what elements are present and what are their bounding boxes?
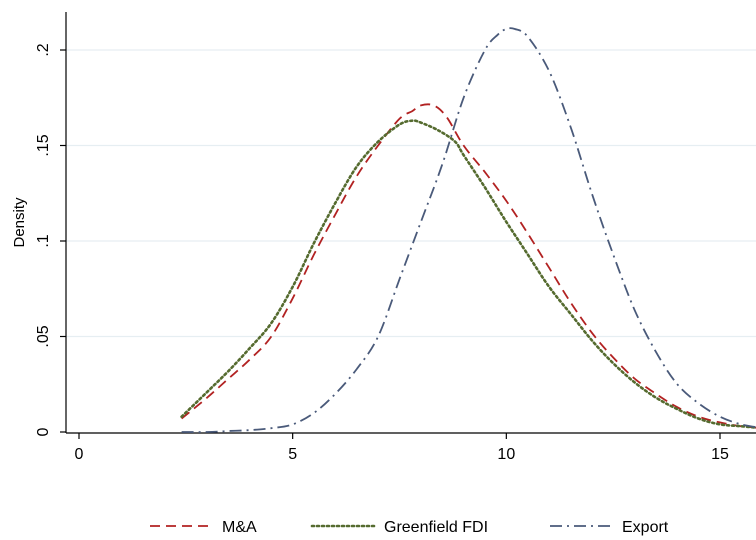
grid-lines <box>66 49 756 338</box>
legend-item: M&A <box>150 519 257 536</box>
legend-label: Export <box>622 519 669 536</box>
legend-label: Greenfield FDI <box>384 519 488 536</box>
x-tick-label: 10 <box>497 446 515 463</box>
series-lines <box>180 27 756 433</box>
y-tick-label: .05 <box>35 325 52 347</box>
series-line <box>181 27 756 433</box>
y-tick-label: .1 <box>35 234 52 247</box>
legend-label: M&A <box>222 519 257 536</box>
legend-item: Greenfield FDI <box>310 519 488 536</box>
axis-ticks: 0 .05 .1 .15 .2 0 5 10 15 <box>35 43 729 463</box>
legend: M&A Greenfield FDI Export <box>150 519 669 536</box>
y-tick-label: .2 <box>35 43 52 56</box>
series-line <box>181 103 756 429</box>
axes <box>65 12 756 434</box>
x-tick-label: 0 <box>75 446 84 463</box>
y-tick-label: 0 <box>35 427 52 436</box>
y-tick-label: .15 <box>35 134 52 156</box>
series-export <box>181 27 756 433</box>
series-line <box>180 119 756 429</box>
legend-item: Export <box>550 519 669 536</box>
x-tick-label: 5 <box>288 446 297 463</box>
y-axis-title: Density <box>11 197 28 248</box>
series-m-a <box>181 103 756 429</box>
x-tick-label: 15 <box>711 446 729 463</box>
series-greenfield-fdi <box>180 119 756 429</box>
